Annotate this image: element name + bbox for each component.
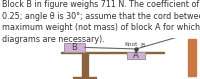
Text: maximum weight (not mass) of block A for which the system will be stationary (fr: maximum weight (not mass) of block A for… [2, 23, 200, 32]
Bar [127, 52, 145, 59]
Text: A: A [133, 51, 139, 60]
Text: Knot: Knot [124, 42, 137, 47]
Text: B: B [140, 43, 145, 48]
Text: diagrams are necessary).: diagrams are necessary). [2, 35, 105, 44]
Text: 0.25; angle θ is 30°; assume that the cord between B and the knot is horizontal.: 0.25; angle θ is 30°; assume that the co… [2, 12, 200, 21]
Text: Block B in figure weighs 711 N. The coefficient of static friction between block: Block B in figure weighs 711 N. The coef… [2, 0, 200, 9]
Bar [64, 43, 85, 52]
Bar [188, 39, 196, 76]
Text: B: B [72, 43, 77, 52]
Bar [82, 53, 88, 77]
Bar [61, 52, 164, 53]
Bar [73, 77, 96, 79]
